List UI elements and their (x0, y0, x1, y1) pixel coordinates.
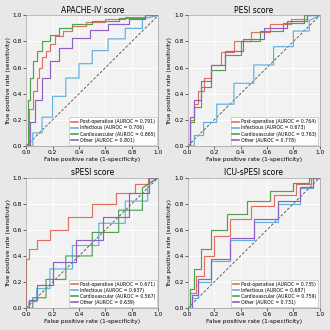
X-axis label: False positive rate (1-specificity): False positive rate (1-specificity) (44, 157, 140, 162)
Y-axis label: True positive rate (sensitivity): True positive rate (sensitivity) (167, 37, 172, 125)
Legend: Post-operative (AUROC = 0.764), Infectious (AUROC = 0.673), Cardiovascular (AURO: Post-operative (AUROC = 0.764), Infectio… (231, 117, 318, 145)
Title: ICU-sPESI score: ICU-sPESI score (224, 168, 283, 177)
Legend: Post-operative (AUROC = 0.671), Infectious (AUROC = 0.637), Cardiovascular (AURO: Post-operative (AUROC = 0.671), Infectio… (69, 280, 157, 307)
Y-axis label: True positive rate (sensitivity): True positive rate (sensitivity) (167, 199, 172, 287)
X-axis label: False positive rate (1-specificity): False positive rate (1-specificity) (44, 319, 140, 324)
Y-axis label: True positive rate (sensitivity): True positive rate (sensitivity) (6, 37, 11, 125)
Title: sPESI score: sPESI score (71, 168, 114, 177)
Legend: Post-operative (AUROC = 0.791), Infectious (AUROC = 0.706), Cardiovascular (AURO: Post-operative (AUROC = 0.791), Infectio… (69, 117, 157, 145)
Y-axis label: True positive rate (sensitivity): True positive rate (sensitivity) (6, 199, 11, 287)
Legend: Post-operative (AUROC = 0.735), Infectious (AUROC = 0.687), Cardiovascular (AURO: Post-operative (AUROC = 0.735), Infectio… (231, 280, 318, 307)
Title: APACHE-IV score: APACHE-IV score (60, 6, 124, 15)
X-axis label: False positive rate (1-specificity): False positive rate (1-specificity) (206, 157, 302, 162)
Title: PESI score: PESI score (234, 6, 273, 15)
X-axis label: False positive rate (1-specificity): False positive rate (1-specificity) (206, 319, 302, 324)
